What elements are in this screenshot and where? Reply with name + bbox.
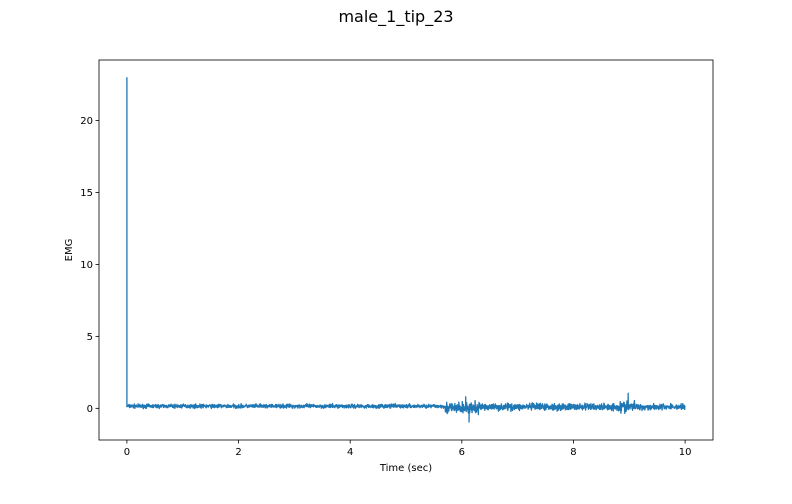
plot-frame: [98, 59, 714, 441]
x-tick-label: 6: [459, 447, 465, 458]
chart-title: male_1_tip_23: [338, 7, 453, 27]
x-tick-label: 2: [235, 447, 241, 458]
y-tick-label: 15: [80, 188, 93, 199]
x-tick-label: 10: [679, 447, 692, 458]
x-axis-label: Time (sec): [379, 463, 432, 474]
plot-area: [126, 77, 686, 423]
y-tick-label: 0: [87, 404, 93, 415]
x-axis: 0 2 4 6 8 10: [124, 440, 692, 458]
y-tick-label: 20: [80, 116, 93, 127]
x-tick-label: 4: [347, 447, 353, 458]
y-axis: 0 5 10 15 20: [80, 116, 99, 415]
x-tick-label: 0: [124, 447, 130, 458]
y-tick-label: 5: [87, 332, 93, 343]
y-tick-label: 10: [80, 260, 93, 271]
series-line-emg: [126, 77, 686, 423]
x-tick-label: 8: [570, 447, 576, 458]
y-axis-label: EMG: [64, 239, 75, 262]
